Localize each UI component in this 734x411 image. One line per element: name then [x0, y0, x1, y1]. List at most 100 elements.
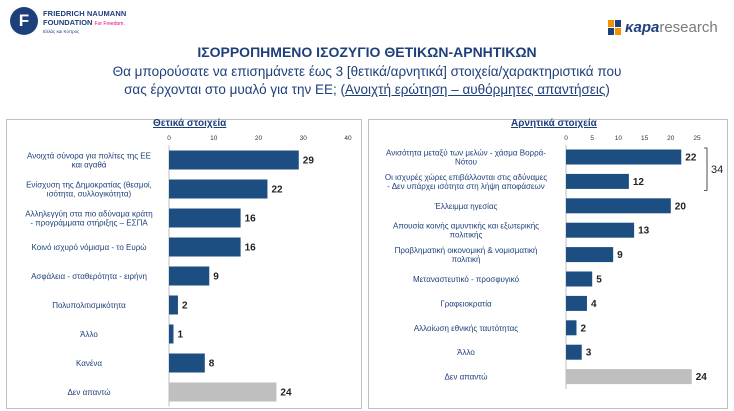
positive-bar: [169, 179, 268, 199]
positive-value-label: 16: [245, 243, 257, 254]
positive-value-label: 24: [280, 388, 292, 399]
negative-category-label-line: Νότου: [455, 158, 477, 167]
negative-bar: [566, 198, 671, 214]
negative-category-label-line: Ανισότητα μεταξύ των μελών - χάσμα Βορρά…: [386, 149, 546, 158]
negative-value-label: 13: [638, 226, 650, 237]
positive-panel: [6, 119, 362, 409]
positive-value-label: 16: [245, 214, 257, 225]
negative-category-label-line: Δεν απαντώ: [444, 373, 487, 382]
positive-category-label: Κανένα: [76, 359, 102, 368]
negative-value-label: 12: [633, 177, 645, 188]
positive-value-label: 8: [209, 359, 215, 370]
positive-category-label-line: Άλλο: [80, 330, 98, 339]
negative-category-label-line: Αλλοίωση εθνικής ταυτότητας: [414, 324, 518, 333]
positive-bar: [169, 208, 241, 228]
negative-value-label: 2: [580, 323, 586, 334]
negative-panel: [368, 119, 728, 409]
fnf-logo-line2: FOUNDATION For Freedom.: [43, 18, 125, 27]
negative-bar: [566, 222, 635, 238]
positive-chart-title: Θετικά στοιχεία: [153, 118, 227, 129]
negative-chart-title: Αρνητικά στοιχεία: [511, 118, 597, 129]
question-line-2-start: σας έρχονται στο μυαλό για την ΕΕ; (: [124, 82, 346, 97]
positive-value-label: 9: [213, 272, 219, 283]
negative-category-label-line: Προβληματική οικονομική & νομισματική: [395, 246, 538, 255]
positive-category-label: Ενίσχυση της Δημοκρατίας (θεσμοί, ισότητα…: [26, 181, 152, 199]
positive-category-label-line: Δεν απαντώ: [67, 388, 110, 397]
negative-category-label: Προβληματική οικονομική & νομισματική πολ…: [395, 246, 538, 264]
negative-bracket-label: 34: [711, 164, 723, 176]
negative-bar: [566, 295, 587, 311]
fnf-logo: F FRIEDRICH NAUMANN FOUNDATION For Freed…: [10, 7, 160, 39]
positive-value-label: 2: [182, 301, 188, 312]
positive-category-label-line: Ασφάλεια - σταθερότητα - ειρήνη: [31, 272, 147, 281]
positive-category-label: Ασφάλεια - σταθερότητα - ειρήνη: [31, 272, 147, 281]
negative-category-label-line: πολιτικής: [450, 231, 483, 240]
positive-tick-label: 30: [300, 135, 308, 142]
negative-tick-label: 20: [667, 135, 675, 142]
negative-tick-label: 5: [590, 135, 594, 142]
negative-category-label-line: Γραφειοκρατία: [440, 299, 492, 308]
negative-tick-label: 10: [615, 135, 623, 142]
negative-category-label: Οι ισχυρές χώρες επιβάλλονται στις αδύνα…: [385, 173, 547, 191]
negative-category-label: Αλλοίωση εθνικής ταυτότητας: [414, 324, 518, 333]
negative-category-label: Έλλειμμα ηγεσίας: [434, 202, 498, 211]
positive-category-label: Άλλο: [80, 330, 98, 339]
positive-value-label: 1: [177, 330, 183, 341]
negative-value-label: 22: [685, 153, 697, 164]
negative-bracket: [704, 147, 708, 191]
positive-category-label-line: Αλληλεγγύη στα πιο αδύναμα κράτη: [25, 210, 153, 219]
fnf-logo-mark: F: [10, 7, 38, 35]
negative-bar: [566, 369, 692, 385]
negative-bar: [566, 149, 682, 165]
question-line-2-end: ): [605, 82, 610, 97]
negative-category-label: Δεν απαντώ: [444, 373, 487, 382]
positive-category-label-line: - προγράμματα στήριξης – ΕΣΠΑ: [30, 219, 148, 228]
negative-value-label: 9: [617, 250, 623, 261]
question-line-2: σας έρχονται στο μυαλό για την ΕΕ; (Ανοι…: [0, 82, 734, 97]
negative-category-label-line: Έλλειμμα ηγεσίας: [434, 202, 498, 211]
positive-value-label: 29: [303, 156, 315, 167]
positive-category-label-line: ισότητα, συλλογικότητα): [47, 190, 132, 199]
negative-bar: [566, 247, 614, 263]
positive-bar: [169, 353, 205, 373]
positive-category-label-line: Πολυπολιτισμικότητα: [52, 301, 126, 310]
positive-tick-label: 10: [210, 135, 218, 142]
positive-bar: [169, 324, 174, 344]
negative-value-label: 4: [591, 299, 597, 310]
positive-value-label: 22: [271, 185, 283, 196]
positive-category-label-line: Κανένα: [76, 359, 102, 368]
negative-category-label-line: Απουσία κοινής αμυντικής και εξωτερικής: [393, 222, 539, 231]
positive-category-label-line: και αγαθά: [72, 161, 107, 170]
negative-tick-label: 15: [641, 135, 649, 142]
negative-category-label: Άλλο: [457, 348, 475, 357]
positive-tick-label: 40: [344, 135, 352, 142]
fnf-logo-line1: FRIEDRICH NAUMANN: [43, 9, 127, 18]
negative-category-label-line: Οι ισχυρές χώρες επιβάλλονται στις αδύνα…: [385, 173, 547, 182]
question-type-note: Ανοιχτή ερώτηση – αυθόρμητες απαντήσεις: [345, 82, 606, 97]
negative-value-label: 5: [596, 275, 602, 286]
negative-bar: [566, 271, 593, 287]
question-line-1: Θα μπορούσατε να επισημάνετε έως 3 [θετι…: [112, 64, 622, 79]
kapa-research-logo: κaparesearch: [608, 19, 718, 39]
kapa-logo-bold: κapa: [625, 19, 660, 36]
negative-category-label: Απουσία κοινής αμυντικής και εξωτερικής π…: [393, 222, 539, 240]
negative-category-label: Γραφειοκρατία: [440, 299, 492, 308]
positive-tick-label: 0: [167, 135, 171, 142]
positive-tick-label: 20: [255, 135, 263, 142]
negative-value-label: 24: [696, 372, 708, 383]
negative-value-label: 20: [675, 201, 687, 212]
positive-category-label-line: Ανοιχτά σύνορα για πολίτες της ΕΕ: [27, 152, 151, 161]
page-title: ΙΣΟΡΡΟΠΗΜΕΝΟ ΙΣΟΖΥΓΙΟ ΘΕΤΙΚΩΝ-ΑΡΝΗΤΙΚΩΝ: [197, 44, 537, 60]
positive-category-label: Αλληλεγγύη στα πιο αδύναμα κράτη - προγρά…: [25, 210, 153, 228]
positive-bar: [169, 237, 241, 257]
negative-tick-label: 0: [564, 135, 568, 142]
negative-category-label-line: Άλλο: [457, 348, 475, 357]
negative-bar: [566, 320, 577, 336]
fnf-logo-line3: Ελλάς και Κύπρος: [43, 29, 80, 34]
negative-tick-label: 25: [693, 135, 701, 142]
negative-category-label-line: πολιτική: [452, 255, 481, 264]
kapa-logo-rest: research: [659, 19, 718, 36]
positive-category-label: Δεν απαντώ: [67, 388, 110, 397]
